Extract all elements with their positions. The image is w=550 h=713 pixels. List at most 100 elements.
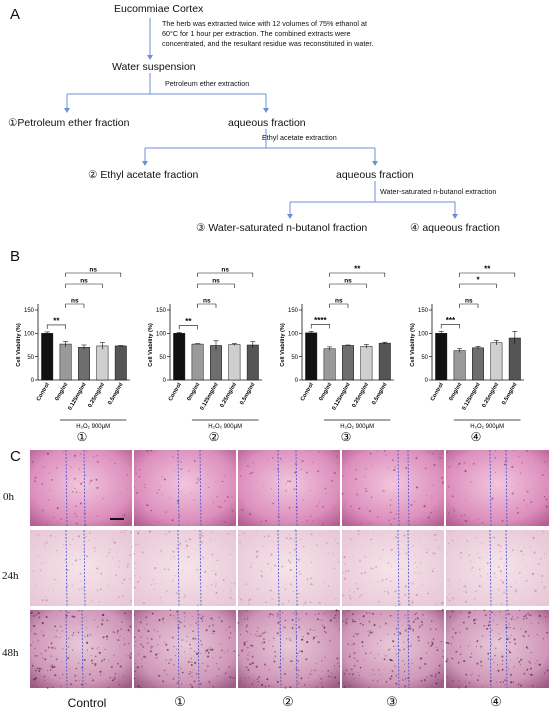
cell-speckle — [441, 609, 444, 611]
cell-speckle — [50, 646, 52, 648]
cell-speckle — [427, 642, 430, 644]
panel-label-b: B — [10, 248, 21, 265]
cell-speckle — [420, 679, 423, 682]
cell-speckle — [228, 637, 231, 639]
cell-speckle — [163, 525, 165, 527]
cell-speckle — [43, 675, 46, 678]
cell-speckle — [163, 568, 166, 571]
cell-speckle — [506, 638, 509, 641]
cell-speckle — [181, 639, 184, 641]
cell-speckle — [517, 683, 520, 686]
cell-speckle — [64, 559, 66, 561]
y-tick-label: 100 — [156, 332, 167, 338]
cell-speckle — [276, 615, 279, 617]
cell-speckle — [212, 630, 215, 633]
cell-speckle — [222, 590, 225, 592]
cell-speckle — [350, 668, 353, 671]
cell-speckle — [350, 505, 353, 508]
cell-speckle — [269, 589, 272, 592]
cell-speckle — [453, 457, 455, 459]
cell-speckle — [189, 670, 191, 672]
cell-speckle — [272, 645, 274, 648]
cell-speckle — [37, 639, 39, 642]
cell-speckle — [54, 636, 56, 638]
cell-speckle — [527, 612, 529, 615]
cell-speckle — [199, 640, 202, 642]
cell-speckle — [518, 609, 521, 612]
cell-speckle — [394, 466, 396, 468]
cell-speckle — [80, 683, 83, 686]
cell-speckle — [150, 450, 153, 452]
cell-speckle — [165, 659, 167, 661]
cell-speckle — [276, 680, 279, 683]
cell-speckle — [510, 674, 512, 676]
cell-speckle — [502, 681, 505, 683]
cell-speckle — [374, 673, 376, 676]
cell-speckle — [79, 572, 82, 575]
cell-speckle — [458, 462, 461, 465]
cell-speckle — [251, 655, 254, 658]
cell-speckle — [433, 510, 435, 512]
cell-speckle — [372, 532, 374, 534]
cell-speckle — [327, 669, 330, 672]
significance-label: ns — [80, 278, 88, 285]
cell-speckle — [440, 641, 442, 643]
chart-panel-label: ③ — [341, 430, 352, 444]
scratch-line — [177, 529, 180, 607]
cell-speckle — [75, 505, 77, 507]
significance-bracket — [46, 324, 66, 329]
cell-speckle — [274, 564, 276, 567]
cell-speckle — [71, 649, 74, 651]
cell-speckle — [261, 633, 263, 635]
cell-speckle — [541, 617, 543, 619]
flow-diagram-lines — [64, 18, 458, 219]
cell-speckle — [435, 628, 437, 631]
cell-speckle — [481, 635, 484, 637]
cell-speckle — [352, 620, 355, 623]
cell-speckle — [197, 477, 199, 479]
cell-speckle — [487, 658, 490, 660]
cell-speckle — [368, 620, 371, 623]
cell-speckle — [108, 686, 110, 689]
cell-speckle — [446, 464, 448, 466]
scratch-line — [505, 450, 508, 527]
bar-2 — [78, 347, 90, 381]
cell-speckle — [498, 589, 500, 591]
cell-speckle — [78, 588, 80, 591]
cell-speckle — [190, 492, 192, 494]
cell-speckle — [360, 522, 362, 524]
y-tick-label: 50 — [291, 355, 298, 361]
cell-speckle — [137, 532, 140, 535]
cell-speckle — [173, 664, 175, 666]
cell-speckle — [270, 488, 272, 490]
cell-speckle — [284, 673, 286, 675]
cell-speckle — [117, 629, 119, 632]
cell-speckle — [244, 618, 246, 620]
cell-speckle — [525, 617, 528, 620]
cell-speckle — [154, 583, 156, 585]
cell-speckle — [121, 582, 124, 585]
cell-speckle — [255, 634, 257, 636]
cell-speckle — [196, 568, 199, 571]
cell-speckle — [496, 623, 498, 626]
cell-speckle — [385, 622, 387, 625]
cell-speckle — [389, 677, 392, 680]
cell-speckle — [502, 616, 503, 618]
cell-speckle — [364, 652, 367, 655]
cell-speckle — [78, 468, 81, 470]
cell-speckle — [183, 596, 185, 598]
cell-speckle — [207, 473, 209, 475]
cell-speckle — [168, 530, 171, 533]
cell-speckle — [36, 655, 39, 657]
cell-speckle — [506, 559, 508, 562]
cell-speckle — [228, 626, 231, 628]
col-label-4: ④ — [490, 694, 502, 709]
chart-panel-label: ④ — [471, 430, 482, 444]
cell-speckle — [351, 673, 354, 676]
cell-speckle — [141, 680, 143, 682]
cell-speckle — [34, 477, 37, 479]
cell-speckle — [211, 531, 213, 533]
cell-speckle — [231, 495, 233, 497]
cell-speckle — [271, 457, 274, 459]
cell-speckle — [74, 512, 76, 515]
